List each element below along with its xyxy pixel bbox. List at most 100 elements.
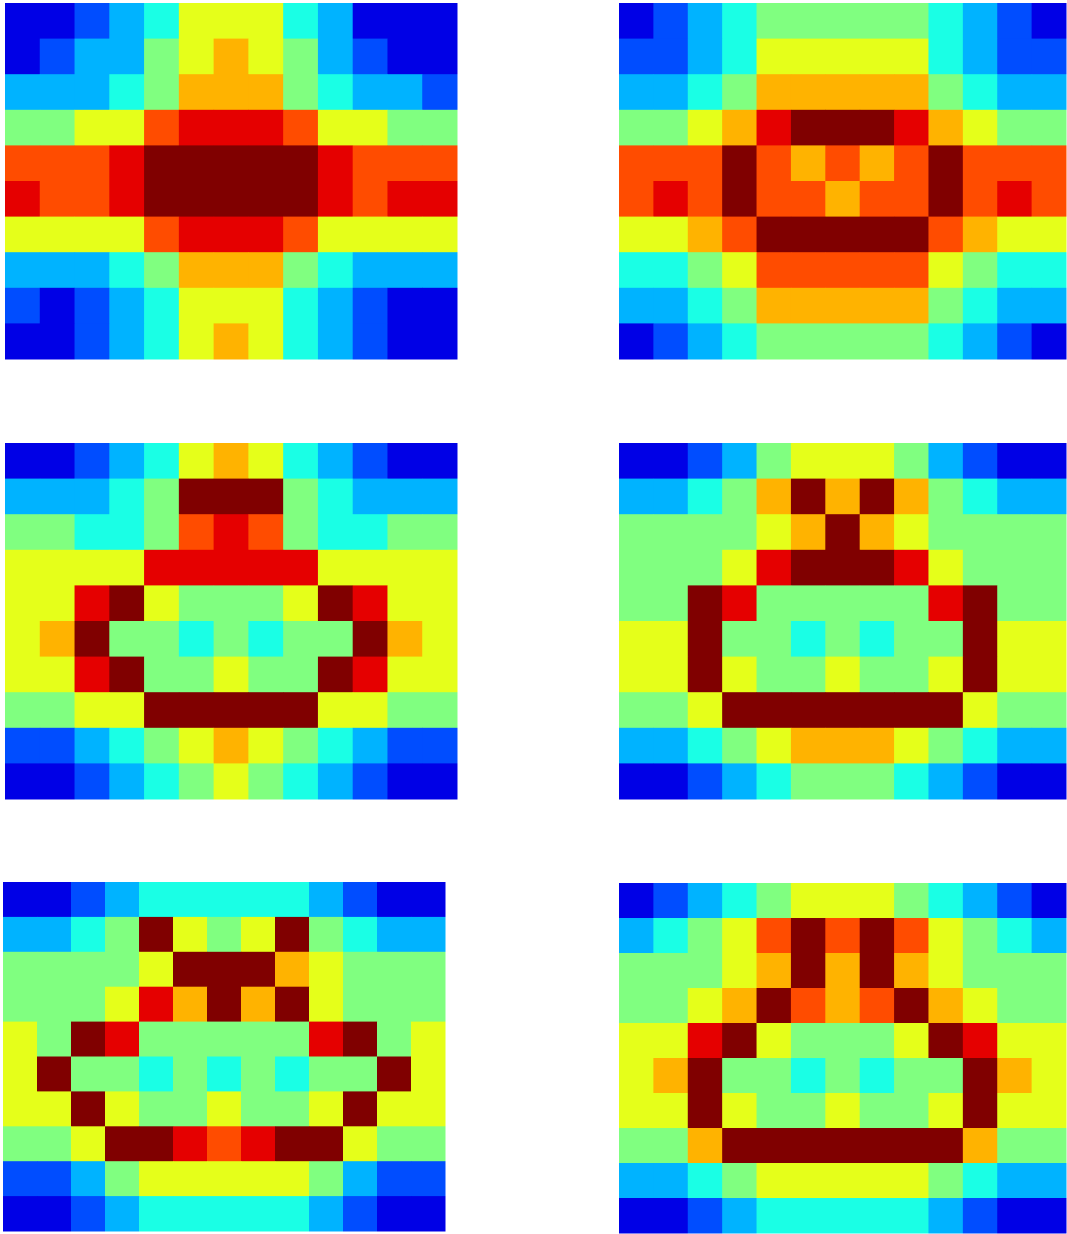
heatmap-cell <box>928 109 964 146</box>
heatmap-cell <box>859 74 895 111</box>
heatmap-cell <box>317 621 354 658</box>
heatmap-cell <box>241 1126 276 1162</box>
heatmap-cell <box>248 216 284 253</box>
heatmap-cell <box>387 585 423 622</box>
heatmap-cell <box>962 656 998 693</box>
heatmap-cell <box>790 252 826 289</box>
heatmap-cell <box>653 953 689 989</box>
heatmap-cell <box>894 252 929 289</box>
heatmap-cell <box>687 1198 723 1234</box>
heatmap-cell <box>1031 74 1067 111</box>
heatmap-cell <box>317 3 354 40</box>
heatmap-cell <box>74 621 110 658</box>
heatmap-cell <box>283 549 319 586</box>
heatmap-cell <box>790 109 826 146</box>
heatmap-cell <box>275 1161 310 1197</box>
heatmap-cell <box>1031 145 1067 182</box>
heatmap-cell <box>352 656 388 693</box>
heatmap-cell <box>790 763 826 800</box>
heatmap-cell <box>3 1161 38 1197</box>
heatmap-cell <box>39 252 76 289</box>
heatmap-cell <box>352 478 388 515</box>
heatmap-cell <box>790 953 826 989</box>
heatmap-cell <box>144 443 180 480</box>
heatmap-cell <box>997 287 1033 324</box>
heatmap-cell <box>309 1196 344 1232</box>
heatmap-cell <box>1031 1198 1067 1234</box>
heatmap-cell <box>387 3 423 40</box>
heatmap-cell <box>248 585 284 622</box>
heatmap-cell <box>790 1128 826 1164</box>
heatmap-cell <box>790 287 826 324</box>
heatmap-cell <box>825 181 861 218</box>
heatmap-cell <box>352 216 388 253</box>
heatmap-cell <box>928 145 964 182</box>
heatmap-cell <box>352 514 388 551</box>
heatmap-cell <box>37 916 72 953</box>
heatmap-cell <box>109 621 145 658</box>
heatmap-cell <box>283 585 319 622</box>
heatmap-cell <box>248 3 284 40</box>
heatmap-cell <box>756 883 792 919</box>
heatmap-cell <box>275 1196 310 1232</box>
heatmap-cell <box>387 621 423 658</box>
heatmap-cell <box>894 988 929 1024</box>
heatmap-cell <box>178 514 215 551</box>
heatmap-cell <box>317 216 354 253</box>
heatmap-cell <box>859 727 895 764</box>
heatmap-cell <box>422 252 458 289</box>
heatmap-cell <box>213 763 249 800</box>
heatmap-cell <box>722 988 758 1024</box>
heatmap-cell <box>411 1126 446 1162</box>
heatmap-cell <box>825 216 861 253</box>
heatmap-cell <box>825 1093 861 1129</box>
heatmap-cell <box>756 3 792 40</box>
heatmap-cell <box>962 585 998 622</box>
heatmap-cell <box>317 549 354 586</box>
heatmap-cell <box>283 145 319 182</box>
heatmap-cell <box>1031 1093 1067 1129</box>
heatmap-cell <box>352 287 388 324</box>
heatmap-cell <box>619 323 654 360</box>
heatmap-cell <box>352 727 388 764</box>
heatmap-cell <box>317 514 354 551</box>
heatmap-cell <box>653 1058 689 1094</box>
heatmap-cell <box>248 145 284 182</box>
heatmap-cell <box>241 1091 276 1127</box>
heatmap-cell <box>377 916 412 953</box>
heatmap-cell <box>387 181 423 218</box>
heatmap-cell <box>37 882 72 918</box>
heatmap-cell <box>653 1023 689 1059</box>
heatmap-cell <box>687 109 723 146</box>
heatmap-cell <box>248 323 284 360</box>
heatmap-cell <box>756 549 792 586</box>
heatmap-cell <box>5 585 41 622</box>
heatmap-cell <box>653 145 689 182</box>
heatmap-cell <box>962 478 998 515</box>
heatmap-cell <box>756 988 792 1024</box>
heatmap-cell <box>859 918 895 954</box>
heatmap-cell <box>144 478 180 515</box>
heatmap-cell <box>859 109 895 146</box>
heatmap-cell <box>653 1128 689 1164</box>
heatmap-cell <box>687 1163 723 1199</box>
heatmap-cell <box>283 181 319 218</box>
heatmap-cell <box>71 882 106 918</box>
heatmap-cell <box>39 478 76 515</box>
heatmap-cell <box>687 727 723 764</box>
heatmap-cell <box>894 287 929 324</box>
heatmap-cell <box>894 181 929 218</box>
heatmap-cell <box>283 621 319 658</box>
heatmap-cell <box>997 1058 1033 1094</box>
heatmap-cell <box>997 216 1033 253</box>
heatmap-cell <box>1031 585 1067 622</box>
heatmap-cell <box>928 1128 964 1164</box>
heatmap-cell <box>178 145 215 182</box>
heatmap-cell <box>387 216 423 253</box>
heatmap-cell <box>422 514 458 551</box>
heatmap-cell <box>619 478 654 515</box>
heatmap-cell <box>928 216 964 253</box>
heatmap-cell <box>859 549 895 586</box>
heatmap-cell <box>997 1093 1033 1129</box>
heatmap-cell <box>248 109 284 146</box>
